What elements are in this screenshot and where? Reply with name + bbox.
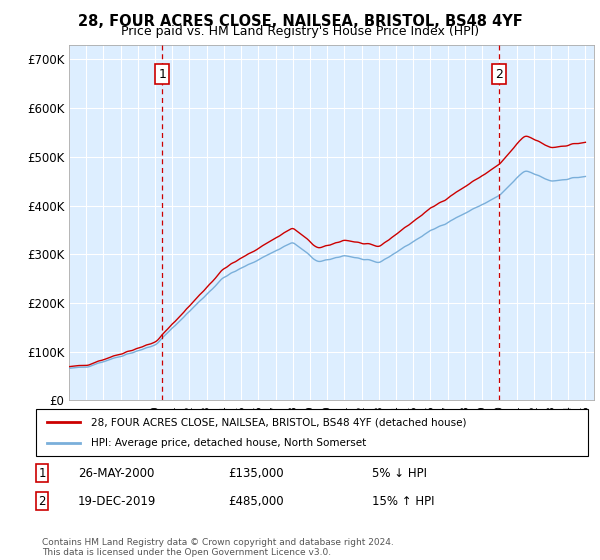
Text: 2: 2 xyxy=(38,494,46,508)
Text: 15% ↑ HPI: 15% ↑ HPI xyxy=(372,494,434,508)
FancyBboxPatch shape xyxy=(36,409,588,456)
Text: HPI: Average price, detached house, North Somerset: HPI: Average price, detached house, Nort… xyxy=(91,438,367,448)
Text: 1: 1 xyxy=(158,68,166,81)
Text: 28, FOUR ACRES CLOSE, NAILSEA, BRISTOL, BS48 4YF (detached house): 28, FOUR ACRES CLOSE, NAILSEA, BRISTOL, … xyxy=(91,417,467,427)
Text: 1: 1 xyxy=(38,466,46,480)
Text: £485,000: £485,000 xyxy=(228,494,284,508)
Text: £135,000: £135,000 xyxy=(228,466,284,480)
Text: 5% ↓ HPI: 5% ↓ HPI xyxy=(372,466,427,480)
Text: Contains HM Land Registry data © Crown copyright and database right 2024.
This d: Contains HM Land Registry data © Crown c… xyxy=(42,538,394,557)
Text: 19-DEC-2019: 19-DEC-2019 xyxy=(78,494,157,508)
Text: 2: 2 xyxy=(495,68,503,81)
Text: 28, FOUR ACRES CLOSE, NAILSEA, BRISTOL, BS48 4YF: 28, FOUR ACRES CLOSE, NAILSEA, BRISTOL, … xyxy=(77,14,523,29)
Text: 26-MAY-2000: 26-MAY-2000 xyxy=(78,466,154,480)
Text: Price paid vs. HM Land Registry's House Price Index (HPI): Price paid vs. HM Land Registry's House … xyxy=(121,25,479,38)
